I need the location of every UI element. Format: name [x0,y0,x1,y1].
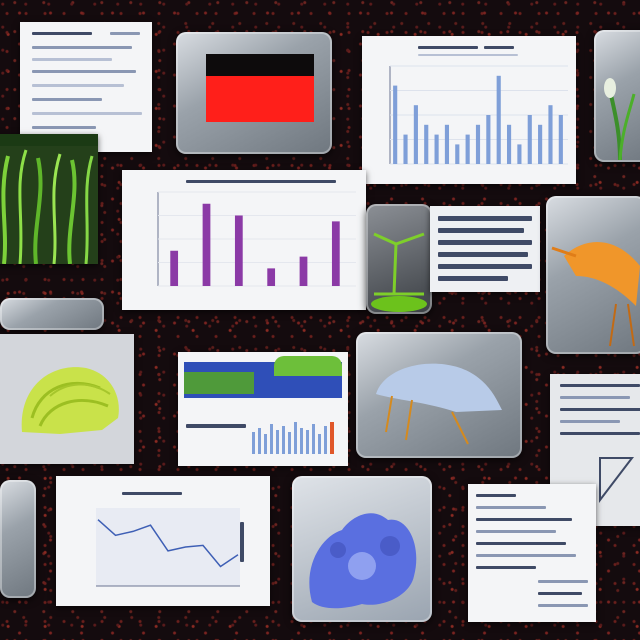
doc-line [476,494,516,497]
doc-line [32,112,142,115]
bar [170,250,179,286]
bar [506,124,512,164]
doc-line [476,566,536,569]
bar-chart-card-purple [122,170,366,310]
axis-label-line [240,522,244,562]
text-card-middle [430,206,540,292]
doc-line [560,408,640,411]
bar [538,124,543,164]
doc-line [476,530,556,533]
brain-coral-image-icon [21,367,119,434]
text-line [438,252,528,257]
bar [475,124,481,164]
banner-hill [274,356,342,376]
doc-line [110,32,140,35]
brain-coral-card [0,334,134,464]
dashboard-card [178,352,348,466]
plant-image-icon [604,78,636,160]
doc-line [538,604,588,607]
doc-line [560,420,620,423]
red-panel [206,76,314,122]
bar [527,115,532,164]
document-card-bottom-right [468,484,596,622]
doc-line [476,518,572,521]
glass-frame-jellyfish [356,332,522,458]
text-line [438,216,532,221]
plot-area [96,508,240,586]
doc-line [538,592,582,595]
glass-frame-plant-right [594,30,640,162]
dashboard-label-line [186,424,246,428]
bar [434,134,439,164]
doc-line [476,554,576,557]
doc-line [538,580,588,583]
text-line [438,240,532,245]
bird-image-icon [551,242,640,347]
bar [558,115,563,164]
glass-frame-red-panel [176,32,332,154]
doc-line [32,46,132,49]
doc-line [560,396,630,399]
document-card-top-left [20,22,152,152]
bar [465,134,470,164]
text-line [438,276,508,281]
line-chart [96,508,240,587]
bar [496,75,501,164]
line-chart-card [56,476,270,606]
doc-line [476,542,566,545]
seaweed-image-icon [0,146,98,264]
bar [267,268,276,286]
doc-line [32,84,124,87]
bar [413,105,418,164]
chart-subtitle-line [418,54,518,56]
mini-triangle-chart [599,457,635,503]
black-panel [206,54,314,76]
doc-line [560,384,640,387]
coral-image-icon [309,513,417,609]
bar [299,256,308,286]
doc-line [32,126,96,129]
bar [486,115,491,164]
bar [548,105,553,164]
bar [444,124,450,164]
chart-title-line [186,180,336,183]
chart-title-line [418,46,478,49]
chart-title-line [122,492,182,495]
series-line [97,519,239,568]
bar-chart-card-top [362,36,576,184]
doc-line [476,506,546,509]
doc-line [560,432,640,435]
bar [424,124,429,164]
dashboard-mini-bars [252,422,334,454]
bar [331,221,340,286]
doc-line [32,98,102,101]
glass-frame-bottom-left [0,480,36,598]
bar [393,85,398,164]
text-line [438,228,524,233]
jellyfish-image-icon [376,363,502,445]
green-structure-icon [371,232,427,312]
glass-frame-coral [292,476,432,622]
dashboard-banner [184,356,342,398]
bar-chart-purple [157,191,356,287]
bar [455,144,460,164]
seaweed-image-card [0,134,98,264]
doc-line [32,58,112,61]
glass-frame-bird [546,196,640,354]
glass-frame-green-structure [366,204,432,314]
text-line [438,264,532,269]
glass-bar-left [0,298,104,330]
banner-green-block [184,372,254,394]
bar [403,134,408,164]
bar [202,203,211,286]
bar [517,144,522,164]
bar [234,215,243,286]
doc-title-line [32,32,92,35]
doc-line [32,70,136,73]
chart-title-line [484,46,514,49]
bar-chart-top [389,65,568,165]
